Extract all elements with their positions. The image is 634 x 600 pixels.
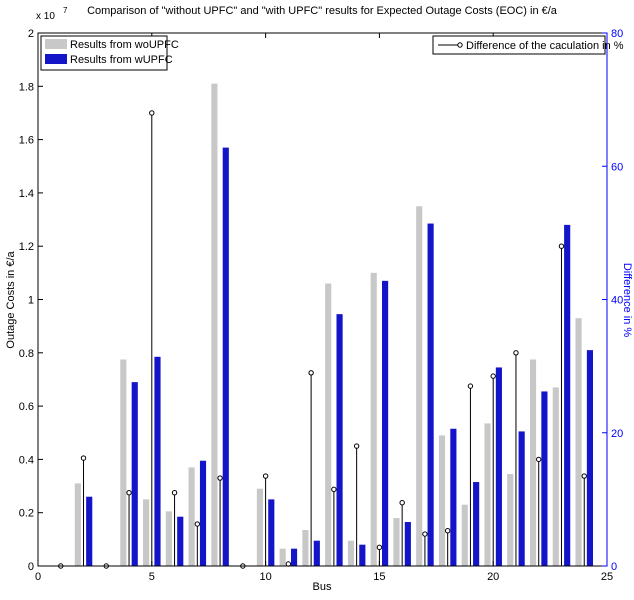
stem-marker <box>536 456 542 463</box>
y-exponent: x 10 <box>36 11 55 22</box>
bar <box>325 283 332 566</box>
stem-marker <box>581 473 587 479</box>
bar <box>438 435 446 566</box>
bar <box>507 474 514 566</box>
bar <box>347 540 355 566</box>
y2-tick-label: 40 <box>611 295 623 307</box>
y-exponent-power: 7 <box>63 6 68 15</box>
bar <box>393 518 400 566</box>
bar <box>211 83 218 566</box>
y-tick-label: 0.4 <box>19 454 34 466</box>
bar <box>86 496 93 566</box>
x-tick-label: 10 <box>259 571 271 583</box>
bar <box>541 391 548 566</box>
bar <box>256 488 263 566</box>
y-tick-label: 1.4 <box>19 188 34 200</box>
y-tick-label: 0.6 <box>19 401 34 413</box>
bar <box>290 548 298 566</box>
x-tick-label: 0 <box>35 571 41 583</box>
y2-tick-label: 60 <box>611 161 623 173</box>
y-tick-label: 1.2 <box>19 241 34 253</box>
legend-swatch <box>457 42 463 48</box>
bar <box>416 206 423 566</box>
stem-marker <box>149 110 155 116</box>
y-axis-label: Outage Costs in €/a <box>5 251 17 349</box>
stem-marker <box>171 490 178 496</box>
legend-swatch <box>45 39 67 49</box>
y2-axis-label: Difference in % <box>621 263 633 338</box>
legend-label: Difference of the caculation in % <box>466 40 624 52</box>
stem-marker <box>262 473 269 479</box>
bar <box>586 350 594 566</box>
stem-marker <box>558 243 565 249</box>
stem-marker <box>353 443 360 449</box>
stem-marker <box>331 486 337 493</box>
legend-box <box>432 35 606 55</box>
x-tick-label: 25 <box>601 571 613 583</box>
stem-marker <box>80 455 87 461</box>
bar <box>313 540 320 566</box>
bar <box>302 530 309 566</box>
bar <box>199 460 207 566</box>
stem-marker <box>194 521 201 527</box>
y-tick-label: 2 <box>28 28 34 40</box>
stem-marker <box>467 383 474 389</box>
bar <box>222 147 229 566</box>
chart-title: Comparison of "without UPFC" and "with U… <box>87 5 558 17</box>
bar <box>575 318 582 566</box>
bar <box>131 382 138 566</box>
stem-marker <box>513 350 519 356</box>
bar <box>473 482 480 566</box>
bar <box>552 387 559 566</box>
x-axis-label: Bus <box>313 581 332 593</box>
bar <box>461 504 468 566</box>
x-tick-label: 5 <box>149 571 155 583</box>
y-tick-label: 0.2 <box>19 508 34 520</box>
x-tick-label: 15 <box>373 571 385 583</box>
bar <box>177 516 184 566</box>
bar <box>154 356 161 566</box>
y-tick-label: 1 <box>28 295 34 307</box>
bar <box>336 314 343 566</box>
bar <box>279 548 286 566</box>
bar <box>529 359 537 566</box>
bar <box>382 280 389 566</box>
bar <box>450 428 457 566</box>
legend-label: Results from woUPFC <box>70 39 179 51</box>
stem-marker <box>126 490 132 496</box>
bar <box>370 272 377 566</box>
stem-marker <box>422 531 428 537</box>
bar <box>495 367 502 566</box>
bar <box>359 544 366 566</box>
stem-marker <box>308 370 314 376</box>
y2-tick-label: 20 <box>611 428 623 440</box>
bar <box>564 224 571 566</box>
stem-marker <box>399 500 405 506</box>
bar <box>404 522 411 566</box>
x-tick-label: 20 <box>487 571 499 583</box>
legend-label: Results from wUPFC <box>70 54 173 66</box>
stem-marker <box>217 475 223 481</box>
bar <box>120 359 127 566</box>
bar <box>74 483 81 566</box>
y2-tick-label: 0 <box>611 561 617 573</box>
bar <box>427 223 434 567</box>
y-tick-label: 0 <box>28 561 34 573</box>
bar <box>268 499 275 566</box>
y2-tick-label: 80 <box>611 28 623 40</box>
bar <box>165 511 172 566</box>
bar <box>188 467 195 566</box>
y-tick-label: 0.8 <box>19 348 34 360</box>
stem-marker <box>490 373 496 379</box>
stem-marker <box>444 527 451 534</box>
y-tick-label: 1.8 <box>19 81 34 93</box>
bar <box>143 499 150 566</box>
y-tick-label: 1.6 <box>19 135 34 147</box>
stem-marker <box>376 544 383 551</box>
bar <box>518 431 525 566</box>
bar <box>484 423 491 566</box>
legend-swatch <box>45 54 67 64</box>
